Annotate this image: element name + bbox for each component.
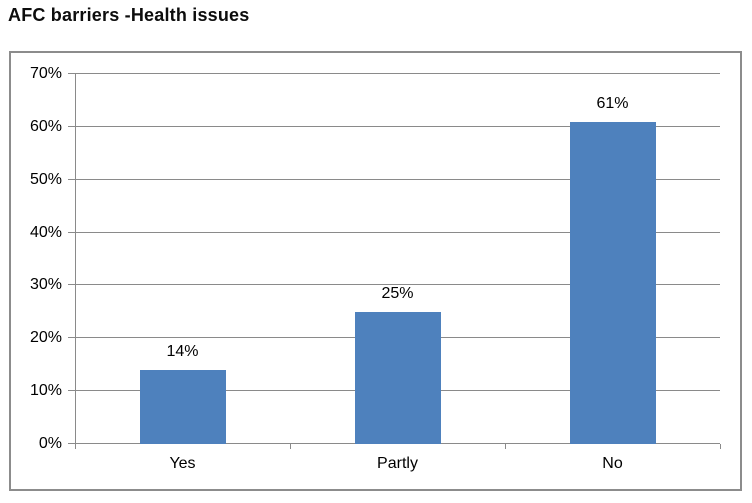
y-gridline — [75, 178, 720, 180]
y-axis-tick — [68, 284, 75, 286]
bar-value-label: 61% — [596, 94, 629, 112]
y-gridline — [75, 73, 720, 74]
y-axis-tick — [68, 443, 75, 444]
x-axis-tick — [505, 444, 506, 449]
y-axis-tick — [68, 337, 75, 339]
y-axis-tick — [68, 390, 75, 392]
y-axis-label: 60% — [29, 117, 62, 135]
bar-yes — [139, 370, 226, 444]
bar-no — [569, 121, 656, 444]
y-axis-line — [75, 74, 76, 444]
chart-frame: 0% 10% 20% 30% 40% 50% 60% 70% 14% Yes 25% Partly 61… — [9, 51, 742, 491]
y-axis-label: 70% — [29, 65, 62, 82]
y-axis-tick — [68, 231, 75, 233]
x-axis-tick — [720, 444, 721, 449]
y-axis-tick — [68, 73, 75, 74]
y-axis-label: 40% — [29, 223, 62, 241]
y-axis-tick — [68, 125, 75, 127]
bar-partly — [354, 311, 441, 444]
x-axis-category-label: No — [602, 455, 623, 472]
y-axis-label: 10% — [29, 382, 62, 400]
x-axis-category-label: Yes — [169, 455, 196, 472]
y-axis-label: 0% — [38, 435, 62, 452]
chart-title: AFC barriers -Health issues — [8, 5, 250, 25]
x-axis-tick — [75, 444, 76, 449]
y-axis-tick — [68, 178, 75, 180]
bar-value-label: 25% — [381, 284, 414, 302]
bar-value-label: 14% — [166, 343, 199, 360]
y-gridline — [75, 125, 720, 127]
y-axis-label: 30% — [29, 276, 62, 294]
y-axis-label: 50% — [29, 170, 62, 188]
y-gridline — [75, 231, 720, 233]
x-axis-category-label: Partly — [377, 455, 418, 472]
plot-area: 0% 10% 20% 30% 40% 50% 60% 70% 14% Yes 25% Partly 61… — [30, 65, 721, 472]
y-axis-label: 20% — [29, 329, 62, 347]
x-axis-tick — [290, 444, 291, 449]
y-gridline — [75, 284, 720, 286]
